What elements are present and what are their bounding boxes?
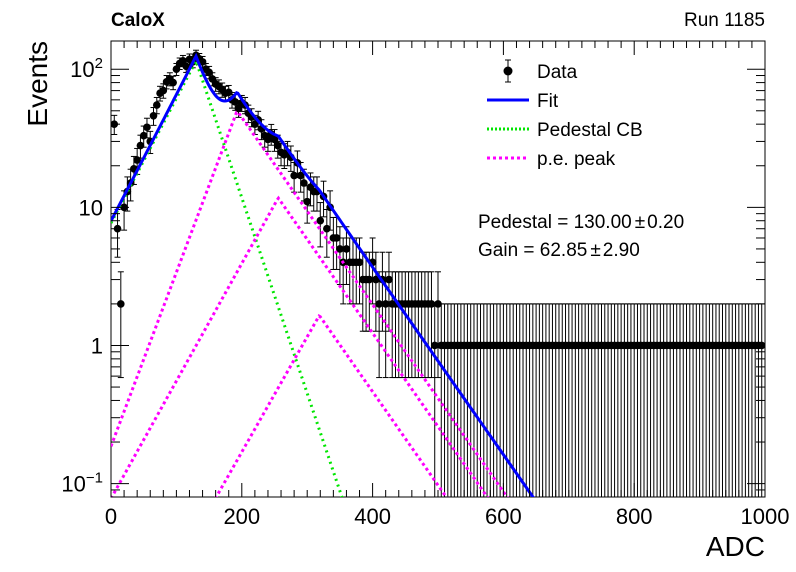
data-point [152,101,161,109]
annotation-gain: Gain = 62.85 ±2.90 [478,240,640,261]
data-point [296,171,305,180]
data-point [172,65,181,73]
data-point [149,111,158,120]
fit-annotation: Pedestal = 130.00 ±0.20 Gain = 62.85 ±2.90 [478,212,684,261]
data-point [273,141,282,150]
legend-label-ped: Pedestal CB [537,120,643,141]
legend-label-data: Data [537,62,578,83]
x-axis-label: ADC [706,531,765,562]
y-tick-label: 10 [79,195,103,220]
x-tick-label: 400 [354,504,391,529]
data-point [231,98,240,106]
axis-layer: 0 200 400 600 800 1000 10−1 1 10 102 [61,41,789,529]
data-point [143,123,151,132]
x-tick-label: 0 [105,504,117,529]
data-point [365,275,374,284]
legend-label-pe: p.e. peak [537,149,616,170]
data-point [234,104,243,113]
data-point [270,135,279,144]
data-point [385,275,393,284]
data-point [355,258,364,267]
data-point [434,300,442,308]
legend-entry-ped: Pedestal CB [487,120,643,141]
data-point [224,88,233,97]
data-point [179,57,187,65]
x-tick-label: 600 [485,504,522,529]
data-point [332,234,341,242]
data-point [300,179,308,187]
header-left: CaloX [111,10,165,31]
fit-curve [111,52,535,497]
data-point [336,245,344,253]
data-point [430,341,439,350]
data-point [136,141,145,150]
data-point [205,68,213,77]
data-point [427,300,436,308]
legend-entry-data: Data [503,59,578,83]
x-tick-label: 1000 [741,504,790,529]
data-point [117,300,125,308]
data-point [316,216,325,225]
y-tick-label: 102 [70,55,103,82]
data-layer [111,49,765,497]
legend-data-marker [503,66,513,76]
data-point [303,197,312,206]
legend: Data Fit Pedestal CB p.e. peak [487,59,643,170]
x-tick-label: 800 [616,504,653,529]
data-point [381,300,390,308]
legend-entry-pe: p.e. peak [487,149,616,170]
y-tick-label: 1 [91,333,103,358]
data-point [264,135,272,144]
legend-entry-fit: Fit [487,91,559,112]
legend-label-fit: Fit [537,91,559,112]
data-point [159,86,168,95]
data-point [375,300,383,308]
y-axis-label: Events [22,41,53,127]
x-tick-label: 200 [223,504,260,529]
pe-peak-curve-2 [111,195,490,497]
data-point [290,171,298,180]
y-tick-label: 10−1 [61,470,103,497]
annotation-pedestal: Pedestal = 130.00 ±0.20 [478,212,684,233]
data-point [182,62,191,71]
data-point [342,245,351,253]
header-right: Run 1185 [684,10,765,31]
curve-layer [111,52,535,497]
pedestal-cb-curve [111,56,344,497]
data-point [169,78,177,87]
data-point [139,131,148,140]
data-point [372,275,380,284]
data-point [323,224,331,233]
